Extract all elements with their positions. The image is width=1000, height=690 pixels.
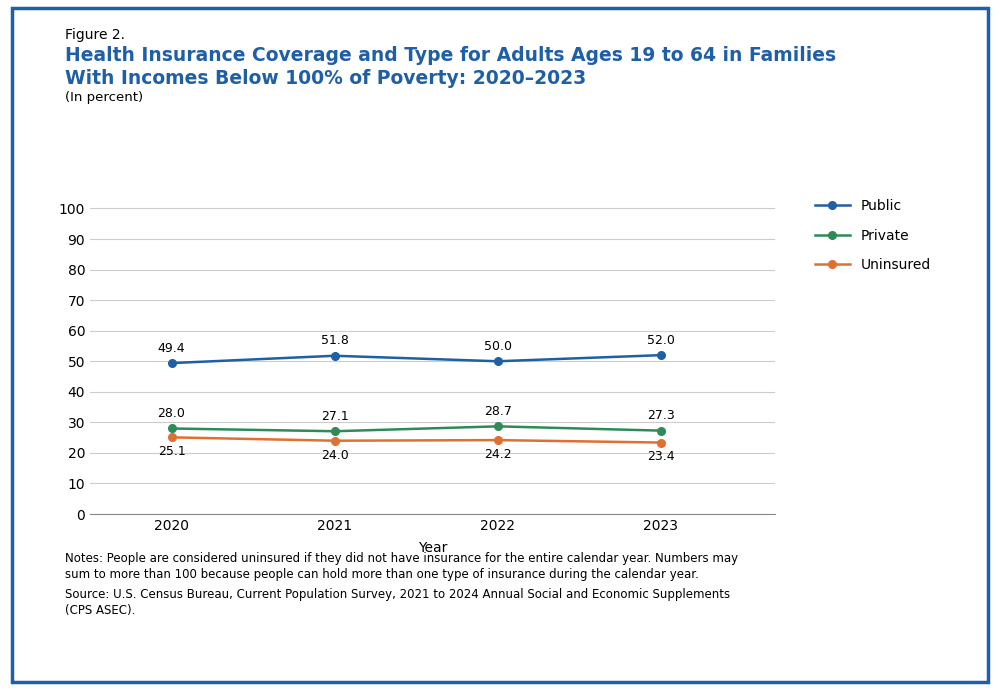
Text: 51.8: 51.8: [321, 335, 349, 348]
Text: 25.1: 25.1: [158, 445, 185, 458]
Text: 24.2: 24.2: [484, 448, 512, 461]
Text: 27.3: 27.3: [647, 409, 675, 422]
Text: 52.0: 52.0: [647, 334, 675, 347]
Text: 28.7: 28.7: [484, 405, 512, 418]
X-axis label: Year: Year: [418, 541, 447, 555]
Text: 28.0: 28.0: [158, 407, 185, 420]
Text: Notes: People are considered uninsured if they did not have insurance for the en: Notes: People are considered uninsured i…: [65, 552, 738, 565]
Text: Health Insurance Coverage and Type for Adults Ages 19 to 64 in Families: Health Insurance Coverage and Type for A…: [65, 46, 836, 66]
Text: 27.1: 27.1: [321, 410, 349, 423]
Text: 50.0: 50.0: [484, 340, 512, 353]
Legend: Public, Private, Uninsured: Public, Private, Uninsured: [809, 194, 937, 277]
Text: Figure 2.: Figure 2.: [65, 28, 125, 41]
Text: 23.4: 23.4: [647, 451, 675, 464]
Text: (CPS ASEC).: (CPS ASEC).: [65, 604, 135, 617]
Text: Source: U.S. Census Bureau, Current Population Survey, 2021 to 2024 Annual Socia: Source: U.S. Census Bureau, Current Popu…: [65, 588, 730, 601]
Text: sum to more than 100 because people can hold more than one type of insurance dur: sum to more than 100 because people can …: [65, 568, 699, 581]
Text: 49.4: 49.4: [158, 342, 185, 355]
Text: (In percent): (In percent): [65, 91, 143, 104]
Text: With Incomes Below 100% of Poverty: 2020–2023: With Incomes Below 100% of Poverty: 2020…: [65, 69, 586, 88]
Text: 24.0: 24.0: [321, 448, 349, 462]
